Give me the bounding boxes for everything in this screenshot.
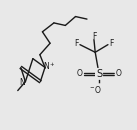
Text: N$^+$: N$^+$ [43,60,56,72]
Text: N: N [19,78,25,87]
Text: $^-$O: $^-$O [88,84,102,95]
Text: F: F [92,32,96,41]
Text: F: F [75,39,79,48]
Text: O: O [77,69,83,78]
Text: O: O [115,69,121,78]
Text: S: S [96,69,102,79]
Text: F: F [109,39,113,48]
